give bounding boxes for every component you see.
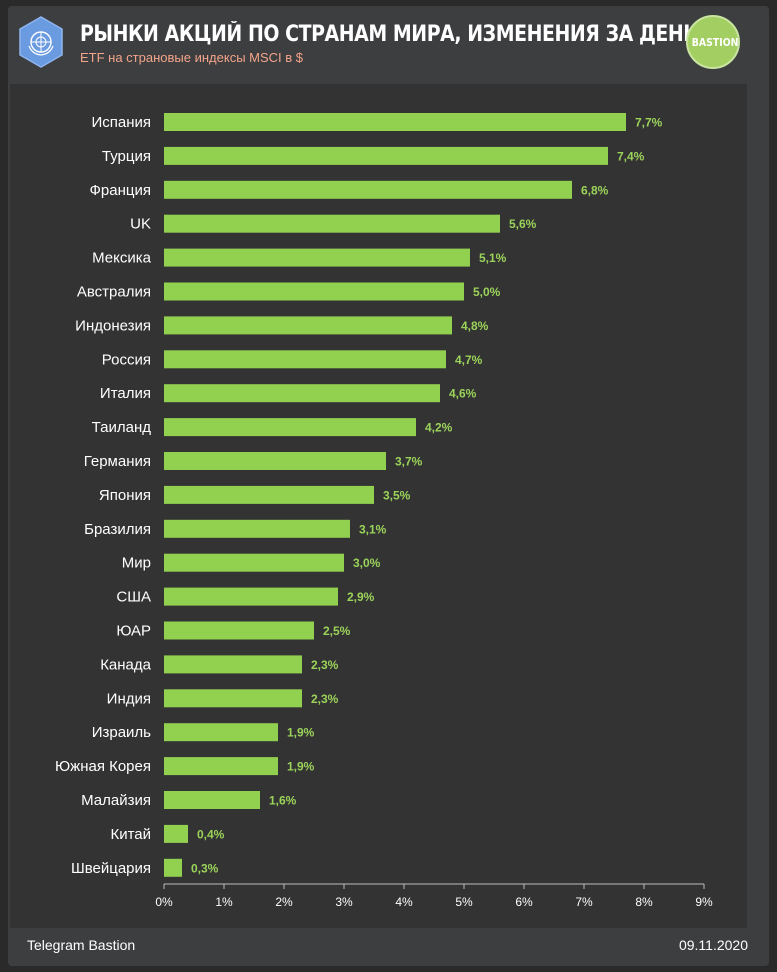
category-label: Франция — [90, 182, 151, 199]
un-globe-icon — [19, 16, 63, 68]
x-tick-label: 7% — [575, 895, 593, 909]
bar — [164, 418, 416, 437]
category-label: Малайзия — [81, 792, 151, 809]
category-label: Таиланд — [92, 419, 152, 436]
data-label: 3,1% — [359, 522, 387, 536]
bar — [164, 113, 626, 131]
data-label: 1,6% — [269, 794, 297, 808]
category-label: Израиль — [92, 724, 151, 741]
x-tick-label: 2% — [275, 895, 293, 909]
category-label: UK — [130, 216, 151, 233]
category-label: Испания — [91, 114, 151, 131]
category-label: Мексика — [92, 250, 152, 267]
bar — [164, 282, 464, 301]
category-label: Япония — [99, 487, 151, 504]
bar — [164, 316, 452, 335]
data-label: 3,0% — [353, 556, 381, 570]
data-label: 0,4% — [197, 827, 225, 841]
category-label: Мир — [122, 555, 151, 572]
bar — [164, 723, 278, 742]
data-label: 2,3% — [311, 658, 339, 672]
category-label: Россия — [102, 351, 151, 368]
data-label: 7,4% — [617, 149, 645, 163]
footer-date: 09.11.2020 — [678, 937, 748, 953]
bastion-logo-text: BASTION — [691, 36, 739, 49]
data-label: 4,2% — [425, 421, 453, 435]
x-tick-label: 8% — [635, 895, 653, 909]
bar — [164, 757, 278, 776]
x-tick-label: 9% — [695, 895, 713, 909]
footer-source: Telegram Bastion — [27, 937, 136, 953]
bar — [164, 350, 446, 369]
category-label: Швейцария — [71, 860, 151, 877]
data-label: 3,5% — [383, 488, 411, 502]
chart-subtitle: ETF на страновые индексы MSCI в $ — [80, 50, 304, 65]
data-label: 3,7% — [395, 455, 423, 469]
category-label: США — [116, 589, 151, 606]
category-label: Индонезия — [75, 317, 151, 334]
category-label: Бразилия — [84, 521, 151, 538]
bar — [164, 485, 374, 504]
x-tick-label: 5% — [455, 895, 473, 909]
data-label: 7,7% — [635, 116, 663, 130]
bar — [164, 384, 440, 403]
x-tick-label: 6% — [515, 895, 533, 909]
bar — [164, 146, 608, 165]
x-tick-label: 1% — [215, 895, 233, 909]
bar — [164, 824, 188, 843]
category-label: Индия — [107, 690, 151, 707]
category-label: Турция — [102, 148, 151, 165]
data-label: 5,0% — [473, 285, 501, 299]
data-label: 0,3% — [191, 861, 219, 875]
bar — [164, 553, 344, 572]
data-label: 2,5% — [323, 624, 351, 638]
bar — [164, 621, 314, 640]
bar — [164, 655, 302, 674]
data-label: 1,9% — [287, 726, 315, 740]
data-label: 4,6% — [449, 387, 477, 401]
x-tick-label: 3% — [335, 895, 353, 909]
data-label: 4,7% — [455, 353, 483, 367]
bar — [164, 791, 260, 809]
bar — [164, 519, 350, 538]
data-label: 2,9% — [347, 590, 375, 604]
data-label: 5,6% — [509, 217, 537, 231]
bar — [164, 858, 182, 877]
bar — [164, 248, 470, 267]
category-label: ЮАР — [116, 623, 151, 640]
category-label: Германия — [84, 453, 151, 470]
data-label: 5,1% — [479, 251, 507, 265]
bar — [164, 689, 302, 708]
bar — [164, 180, 572, 199]
chart-title: РЫНКИ АКЦИЙ ПО СТРАНАМ МИРА, ИЗМЕНЕНИЯ З… — [80, 22, 698, 47]
x-tick-label: 4% — [395, 895, 413, 909]
category-label: Австралия — [77, 284, 151, 301]
bar — [164, 214, 500, 233]
category-label: Южная Корея — [55, 758, 151, 775]
data-label: 6,8% — [581, 183, 609, 197]
bar — [164, 587, 338, 606]
x-tick-label: 0% — [155, 895, 173, 909]
category-label: Канада — [100, 656, 151, 673]
data-label: 2,3% — [311, 692, 339, 706]
category-label: Китай — [110, 826, 151, 843]
bar — [164, 452, 386, 470]
data-label: 1,9% — [287, 760, 315, 774]
category-label: Италия — [100, 385, 151, 402]
data-label: 4,8% — [461, 319, 489, 333]
bastion-logo: BASTION — [686, 15, 740, 69]
